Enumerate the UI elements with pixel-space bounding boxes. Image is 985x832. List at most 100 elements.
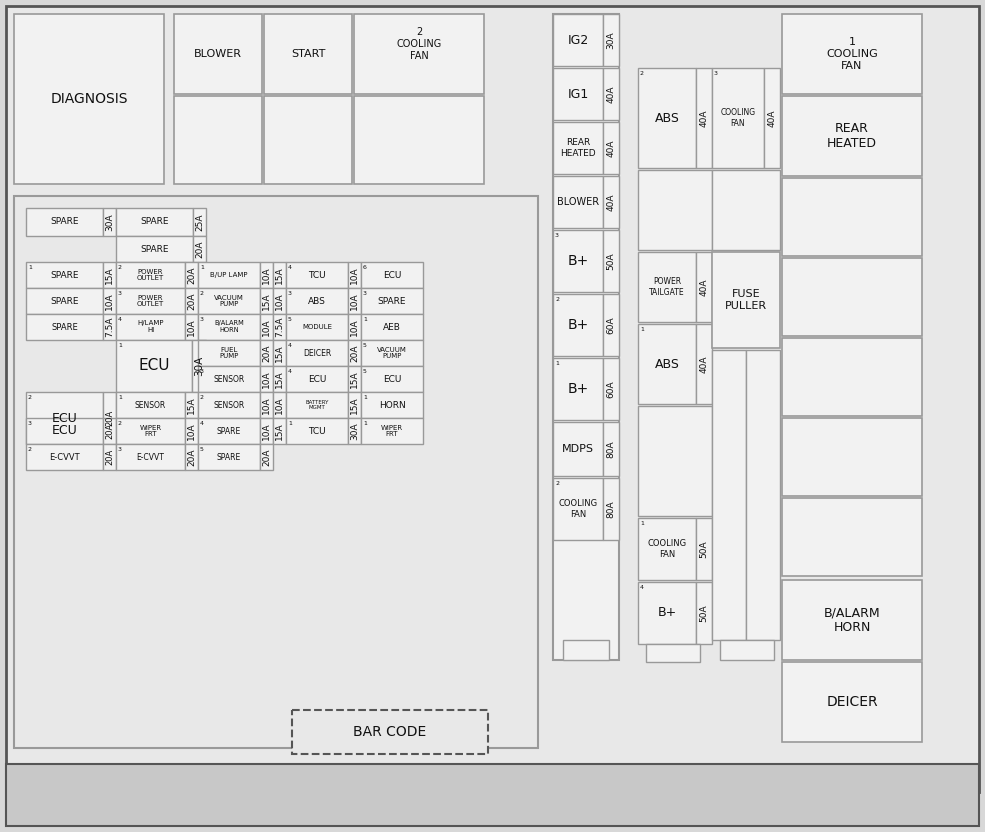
Bar [764, 68, 780, 168]
Text: TCU: TCU [308, 427, 326, 435]
Text: 40A: 40A [607, 139, 616, 156]
Text: POWER
OUTLET: POWER OUTLET [137, 295, 164, 308]
Text: 20A: 20A [105, 410, 114, 426]
Text: 2
COOLING
FAN: 2 COOLING FAN [396, 27, 441, 61]
Text: B+: B+ [567, 318, 589, 332]
Text: REAR
HEATED: REAR HEATED [827, 122, 877, 150]
Text: 3: 3 [288, 291, 292, 296]
Text: SPARE: SPARE [50, 217, 79, 226]
Text: 5: 5 [363, 343, 366, 348]
Text: 5: 5 [288, 317, 292, 322]
Text: 10A: 10A [275, 396, 284, 414]
Bar [348, 366, 361, 392]
Bar [116, 288, 185, 314]
Text: SPARE: SPARE [140, 245, 168, 254]
Text: 60A: 60A [607, 316, 616, 334]
Bar [603, 230, 619, 292]
Text: 7.5A: 7.5A [275, 317, 284, 337]
Text: 15A: 15A [350, 370, 359, 388]
Text: 3: 3 [200, 317, 204, 322]
Bar [103, 262, 116, 288]
Text: POWER
OUTLET: POWER OUTLET [137, 269, 164, 281]
Bar [603, 422, 619, 476]
Text: 20A: 20A [262, 448, 271, 466]
Bar [260, 340, 273, 366]
Text: 40A: 40A [607, 193, 616, 210]
Bar [603, 176, 619, 228]
Text: E-CVVT: E-CVVT [49, 453, 80, 462]
Bar [696, 252, 712, 322]
Bar [782, 14, 922, 94]
Bar [286, 262, 348, 288]
Text: SPARE: SPARE [217, 453, 241, 462]
Bar [638, 324, 696, 404]
Bar [603, 478, 619, 540]
Bar [198, 314, 260, 340]
Bar [712, 252, 780, 348]
Text: 10A: 10A [262, 422, 271, 440]
Text: 15A: 15A [275, 266, 284, 284]
Text: 40A: 40A [767, 109, 776, 126]
Text: 50A: 50A [607, 252, 616, 270]
Bar [603, 294, 619, 356]
Bar [185, 314, 198, 340]
Text: IG1: IG1 [567, 87, 589, 101]
Bar [264, 14, 352, 94]
Text: ABS: ABS [655, 358, 680, 370]
Bar [348, 418, 361, 444]
Text: POWER
TAILGATE: POWER TAILGATE [649, 277, 685, 297]
Text: SPARE: SPARE [50, 296, 79, 305]
Text: WIPER
FRT: WIPER FRT [381, 424, 403, 438]
Bar [782, 338, 922, 416]
Bar [782, 498, 922, 576]
Bar [26, 208, 103, 236]
Text: ECU: ECU [383, 270, 401, 280]
Text: 3: 3 [363, 291, 367, 296]
Text: B/UP LAMP: B/UP LAMP [210, 272, 248, 278]
Bar [198, 392, 260, 418]
Text: SPARE: SPARE [217, 427, 241, 435]
Text: ECU: ECU [307, 374, 326, 384]
Text: 10A: 10A [262, 266, 271, 284]
Text: 15A: 15A [275, 370, 284, 388]
Bar [361, 340, 423, 366]
Text: B+: B+ [567, 254, 589, 268]
Text: 3: 3 [200, 369, 204, 374]
Bar [348, 314, 361, 340]
Text: 2: 2 [200, 395, 204, 400]
Bar [14, 196, 538, 748]
Text: 1: 1 [640, 521, 644, 526]
Text: MODULE: MODULE [302, 324, 332, 330]
Bar [292, 710, 488, 754]
Text: 3: 3 [28, 421, 32, 426]
Text: 3: 3 [118, 291, 122, 296]
Text: WIPER
FRT: WIPER FRT [140, 424, 162, 438]
Bar [348, 288, 361, 314]
Bar [192, 340, 206, 392]
Bar [116, 262, 185, 288]
Text: ABS: ABS [655, 111, 680, 125]
Text: COOLING
FAN: COOLING FAN [647, 539, 687, 559]
Bar [14, 14, 164, 184]
Bar [354, 96, 484, 184]
Text: 4: 4 [640, 585, 644, 590]
Text: B/ALARM
HORN: B/ALARM HORN [823, 606, 881, 634]
Text: 1: 1 [640, 327, 644, 332]
Text: 10A: 10A [187, 318, 196, 336]
Text: 4: 4 [200, 421, 204, 426]
Bar [185, 288, 198, 314]
Text: 30A: 30A [350, 422, 359, 440]
Bar [26, 392, 103, 444]
Text: 10A: 10A [350, 318, 359, 336]
Bar [103, 392, 116, 444]
Text: 60A: 60A [607, 380, 616, 398]
Text: BATTERY
MGMT: BATTERY MGMT [305, 399, 329, 410]
Bar [746, 350, 780, 640]
Bar [286, 314, 348, 340]
Text: DEICER: DEICER [302, 349, 331, 358]
Bar [260, 392, 273, 418]
Text: VACUUM
PUMP: VACUUM PUMP [214, 295, 244, 308]
Text: 15A: 15A [275, 422, 284, 440]
Bar [638, 518, 696, 580]
Text: 50A: 50A [699, 604, 708, 622]
